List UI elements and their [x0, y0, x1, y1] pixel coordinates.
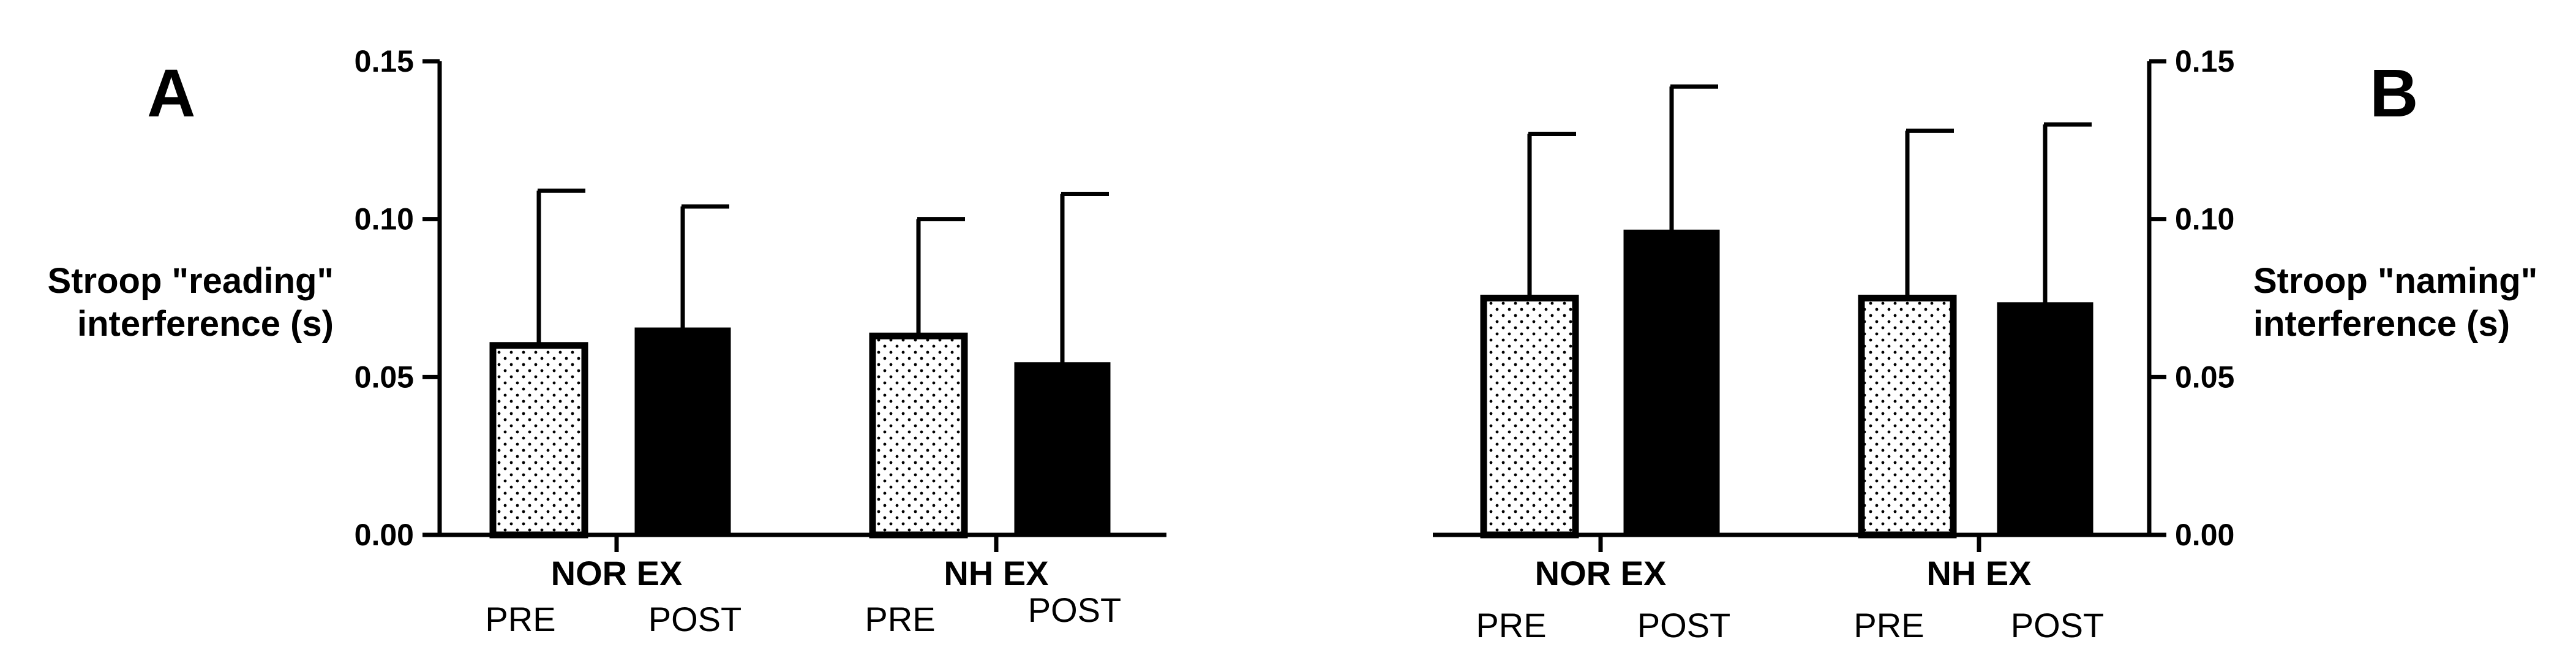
panel-a-letter: A: [147, 56, 195, 131]
bar-post: [1623, 229, 1720, 537]
y-tick-label: 0.15: [2175, 44, 2234, 78]
y-tick-label: 0.00: [355, 518, 414, 552]
panel-a-chart: A Stroop "reading" interference (s) 0.00…: [48, 44, 1166, 638]
panel-b-chart: B Stroop "naming" interference (s) 0.00 0…: [1433, 44, 2537, 645]
panel-a-ylabel-line-2: interference (s): [77, 304, 334, 344]
bar-pre: [869, 332, 968, 539]
condition-label: POST: [1028, 591, 1121, 629]
condition-label: PRE: [1476, 606, 1546, 645]
y-tick-label: 0.05: [2175, 360, 2234, 394]
y-tick-label: 0.05: [355, 360, 414, 394]
y-tick-label: 0.15: [355, 44, 414, 78]
panel-b-ylabel-line-2: interference (s): [2253, 304, 2510, 344]
condition-label: PRE: [865, 600, 935, 638]
panel-a-ylabel-line-1: Stroop "reading": [48, 261, 334, 301]
panel-b-letter: B: [2370, 56, 2418, 131]
bar-pre: [489, 342, 588, 539]
panel-b-ylabel-line-1: Stroop "naming": [2253, 261, 2537, 301]
condition-label: POST: [1637, 606, 1730, 645]
bar-post: [1997, 302, 2093, 537]
y-tick-label: 0.00: [2175, 518, 2234, 552]
condition-label: POST: [648, 600, 742, 638]
condition-label: PRE: [1853, 606, 1924, 645]
y-tick-label: 0.10: [2175, 202, 2234, 237]
bar-pre: [1858, 295, 1957, 539]
group-label: NOR EX: [551, 554, 683, 592]
group-label: NH EX: [944, 554, 1048, 592]
bar-post: [634, 327, 731, 537]
group-label: NH EX: [1926, 554, 2031, 592]
group-label: NOR EX: [1535, 554, 1667, 592]
bar-post: [1014, 362, 1111, 537]
condition-label: POST: [2011, 606, 2104, 645]
bar-pre: [1480, 295, 1579, 539]
y-tick-label: 0.10: [355, 202, 414, 237]
condition-label: PRE: [485, 600, 555, 638]
